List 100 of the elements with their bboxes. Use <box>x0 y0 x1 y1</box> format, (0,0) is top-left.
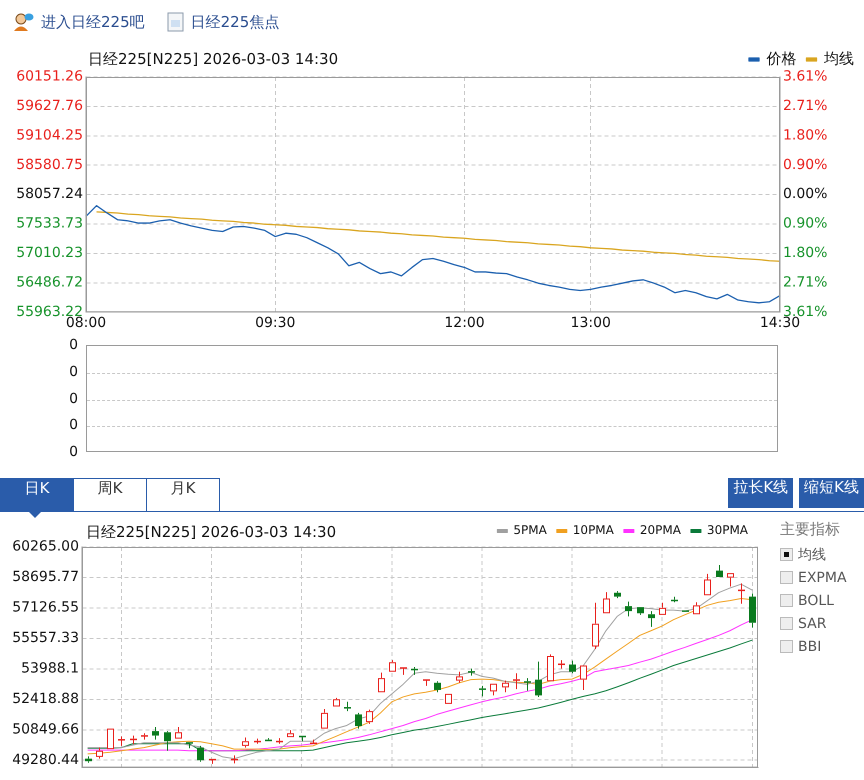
y-tick-label: 59627.76 <box>16 98 84 114</box>
y2-tick-label: 1.80% <box>783 244 828 261</box>
candlestick <box>502 680 509 693</box>
x-tick-label: 13:00 <box>570 315 611 332</box>
candlestick <box>118 736 125 746</box>
text: 0 <box>69 362 78 381</box>
candlestick <box>614 590 621 599</box>
text: 均线 <box>798 546 826 564</box>
candlestick <box>231 754 238 764</box>
y-tick-label: 53988.1 <box>21 660 79 676</box>
candlestick <box>716 564 723 577</box>
candlestick <box>513 672 520 690</box>
candlestick <box>468 668 475 676</box>
text: 拉长K线 <box>728 478 794 508</box>
y-tick-label: 57010.23 <box>16 245 83 262</box>
candlestick <box>693 602 700 614</box>
legend-label: 30PMA <box>706 523 749 538</box>
candlestick <box>603 592 610 614</box>
y-tick-label: 50849.66 <box>12 721 80 738</box>
y2-tick-label: 3.61% <box>783 68 828 85</box>
text: SAR <box>798 616 826 632</box>
candlestick <box>456 671 463 684</box>
candlestick <box>321 708 328 729</box>
y-tick-label: 57533.73 <box>16 216 83 232</box>
y-tick-label: 59104.25 <box>16 127 83 144</box>
candlestick <box>659 602 666 615</box>
candlestick <box>366 709 373 724</box>
text: 周K <box>73 478 147 512</box>
x-tick-label: 12:00 <box>444 315 485 332</box>
y-tick-label: 60151.26 <box>16 68 84 85</box>
text: 主要指标 <box>780 520 841 539</box>
y2-tick-label: 0.90% <box>783 216 828 232</box>
text: EXPMA <box>798 570 847 586</box>
candlestick <box>130 735 137 745</box>
candlestick <box>738 582 745 604</box>
text: 0 <box>69 443 78 461</box>
candlestick <box>197 745 204 762</box>
y-tick-label: 49280.44 <box>12 752 80 768</box>
text: 0 <box>69 416 78 434</box>
y-tick-label: 58057.24 <box>16 186 84 202</box>
candlestick <box>625 601 632 617</box>
candlestick <box>411 666 418 676</box>
y2-tick-label: 1.80% <box>783 128 828 144</box>
y2-tick-label: 0.90% <box>783 156 828 173</box>
candlestick <box>344 701 351 712</box>
legend-label: 5PMA <box>513 523 548 538</box>
y-tick-label: 58695.77 <box>12 569 79 586</box>
y-tick-label: 55557.33 <box>12 630 79 646</box>
candlestick <box>141 732 148 740</box>
candlestick <box>749 592 756 628</box>
candlestick <box>479 685 486 697</box>
candlestick <box>569 660 576 674</box>
y-tick-label: 57126.55 <box>12 600 79 616</box>
candlestick <box>547 654 554 682</box>
candlestick <box>648 610 655 628</box>
y-tick-label: 60265.00 <box>12 538 79 555</box>
candlestick <box>558 660 565 670</box>
candlestick <box>265 738 272 742</box>
candlestick <box>287 730 294 738</box>
text: 0 <box>69 336 78 354</box>
text: 0 <box>69 390 78 408</box>
text: 缩短K线 <box>799 478 864 508</box>
y2-tick-label: 2.71% <box>783 274 828 291</box>
candlestick <box>242 737 249 748</box>
candlestick <box>400 667 407 676</box>
legend-label: 价格 <box>766 49 796 68</box>
candlestick <box>310 739 317 744</box>
text: 日经225焦点 <box>190 12 280 32</box>
y-tick-label: 52418.88 <box>12 690 79 707</box>
candlestick <box>355 712 362 730</box>
candlestick <box>434 680 441 693</box>
candlestick <box>152 726 159 740</box>
legend-label: 均线 <box>823 49 854 68</box>
candlestick <box>490 684 497 696</box>
text: BBI <box>798 638 822 654</box>
chart-title: 日经225[N225] 2026-03-03 14:30 <box>86 523 336 542</box>
candlestick <box>423 679 430 686</box>
legend-label: 10PMA <box>572 523 615 538</box>
candlestick <box>524 678 531 692</box>
y-tick-label: 56486.72 <box>16 274 83 290</box>
candlestick <box>727 573 734 587</box>
candlestick <box>445 694 452 704</box>
candlestick <box>186 742 193 749</box>
candlestick <box>592 602 599 650</box>
y2-tick-label: 0.00% <box>783 186 828 202</box>
legend-label: 20PMA <box>640 523 682 538</box>
candlestick <box>333 697 340 706</box>
candlestick <box>96 747 103 760</box>
y-tick-label: 58580.75 <box>16 156 83 173</box>
text: 月K <box>146 478 220 512</box>
y2-tick-label: 2.71% <box>783 98 828 114</box>
text: 进入日经225吧 <box>41 12 145 32</box>
candlestick <box>107 728 114 750</box>
x-tick-label: 09:30 <box>255 315 296 332</box>
candlestick <box>175 726 182 739</box>
candlestick <box>164 730 171 752</box>
text: 日K <box>0 478 74 512</box>
chart-title: 日经225[N225] 2026-03-03 14:30 <box>88 50 338 69</box>
candlestick <box>704 573 711 596</box>
text: BOLL <box>798 592 834 608</box>
